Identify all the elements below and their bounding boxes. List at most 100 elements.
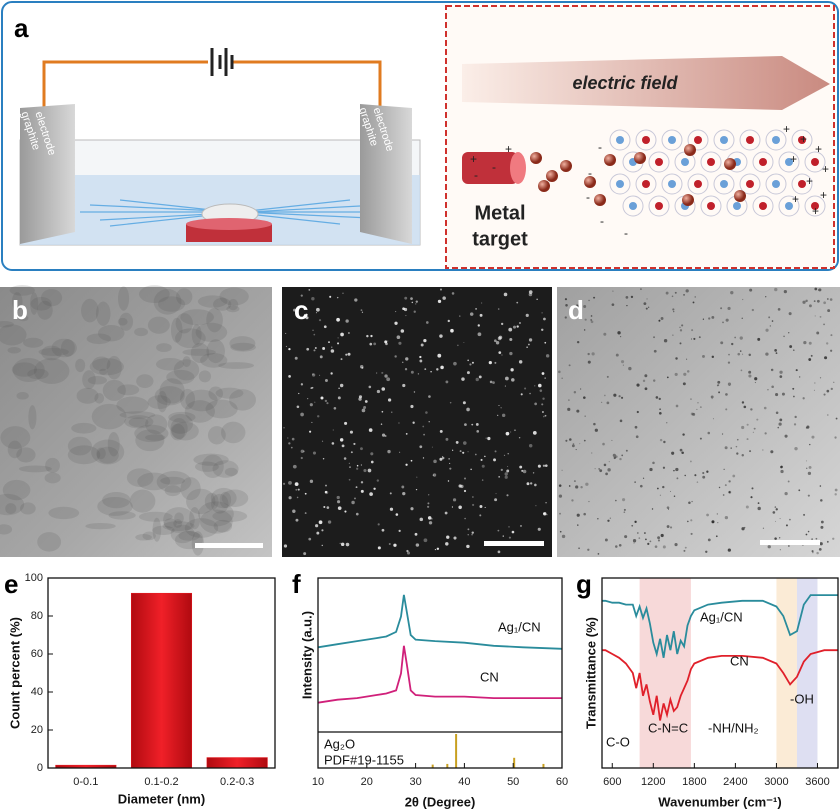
texture-dot — [389, 492, 392, 495]
texture-patch — [96, 447, 106, 460]
texture-dot — [827, 414, 829, 416]
texture-dot — [393, 543, 397, 547]
texture-dot — [774, 506, 777, 508]
texture-dot — [702, 318, 705, 320]
texture-dot — [699, 406, 702, 409]
texture-dot — [330, 372, 333, 375]
texture-dot — [659, 494, 662, 496]
texture-dot — [410, 370, 414, 374]
texture-dot — [686, 358, 688, 360]
texture-dot — [674, 542, 678, 547]
texture-dot — [748, 370, 752, 374]
texture-dot — [331, 346, 333, 348]
texture-dot — [639, 484, 643, 488]
texture-dot — [415, 543, 420, 547]
texture-dot — [764, 432, 767, 435]
texture-dot — [684, 474, 686, 477]
texture-dot — [387, 340, 389, 342]
texture-dot — [305, 316, 309, 320]
texture-dot — [788, 332, 790, 334]
texture-dot — [506, 494, 509, 497]
texture-patch — [154, 386, 185, 406]
texture-dot — [312, 451, 317, 455]
texture-dot — [381, 528, 385, 532]
texture-dot — [478, 375, 482, 379]
texture-dot — [777, 426, 780, 429]
texture-patch — [197, 295, 228, 308]
texture-dot — [608, 461, 610, 463]
texture-dot — [295, 488, 298, 491]
texture-dot — [722, 494, 725, 496]
texture-patch — [2, 479, 31, 501]
texture-dot — [693, 337, 696, 340]
texture-dot — [370, 460, 374, 464]
lattice-node — [811, 202, 819, 210]
texture-dot — [823, 301, 827, 305]
texture-dot — [611, 303, 615, 307]
texture-patch — [37, 532, 62, 552]
texture-dot — [671, 295, 674, 298]
texture-dot — [298, 392, 300, 395]
texture-dot — [350, 451, 353, 454]
texture-dot — [519, 322, 521, 324]
texture-patch — [134, 327, 148, 337]
texture-dot — [767, 545, 771, 549]
texture-dot — [751, 487, 754, 490]
texture-patch — [92, 356, 111, 371]
texture-dot — [696, 408, 698, 410]
texture-dot — [717, 380, 721, 384]
texture-dot — [507, 466, 509, 468]
texture-dot — [402, 492, 406, 496]
texture-patch — [215, 387, 244, 399]
texture-dot — [674, 291, 677, 294]
texture-dot — [737, 352, 741, 356]
texture-patch — [176, 288, 193, 306]
charge-sign: - — [586, 190, 590, 204]
texture-patch — [107, 431, 120, 457]
texture-dot — [613, 393, 617, 397]
texture-dot — [603, 332, 607, 336]
texture-dot — [757, 337, 761, 341]
texture-dot — [697, 402, 699, 404]
texture-dot — [542, 397, 545, 400]
texture-dot — [417, 373, 420, 375]
lattice-ring — [791, 129, 813, 151]
texture-dot — [583, 439, 586, 442]
texture-dot — [439, 429, 443, 433]
texture-dot — [472, 503, 475, 507]
charge-sign: + — [470, 152, 477, 166]
texture-dot — [349, 430, 353, 434]
texture-dot — [446, 535, 450, 539]
x-tick-label: 20 — [361, 776, 373, 788]
texture-dot — [516, 325, 519, 328]
texture-dot — [672, 308, 675, 311]
texture-dot — [449, 467, 452, 470]
texture-dot — [316, 531, 320, 535]
texture-dot — [320, 396, 324, 400]
texture-dot — [309, 430, 312, 433]
texture-dot — [742, 298, 744, 301]
texture-dot — [394, 321, 398, 325]
texture-dot — [787, 480, 790, 483]
texture-patch — [213, 519, 233, 533]
texture-dot — [623, 511, 626, 514]
texture-dot — [702, 354, 705, 358]
texture-dot — [640, 288, 642, 290]
texture-dot — [660, 533, 664, 538]
texture-patch — [129, 489, 156, 513]
texture-dot — [384, 374, 388, 378]
texture-dot — [439, 457, 443, 461]
texture-dot — [683, 549, 686, 552]
texture-dot — [597, 553, 600, 555]
texture-dot — [666, 376, 669, 379]
texture-dot — [662, 545, 666, 549]
x-tick-label: 0-0.1 — [73, 776, 98, 788]
texture-dot — [771, 320, 774, 322]
texture-dot — [739, 350, 742, 352]
lattice-ring — [635, 173, 657, 195]
texture-dot — [308, 289, 311, 291]
texture-dot — [494, 498, 498, 502]
texture-dot — [543, 512, 545, 515]
texture-patch — [191, 324, 202, 345]
texture-dot — [341, 444, 345, 448]
